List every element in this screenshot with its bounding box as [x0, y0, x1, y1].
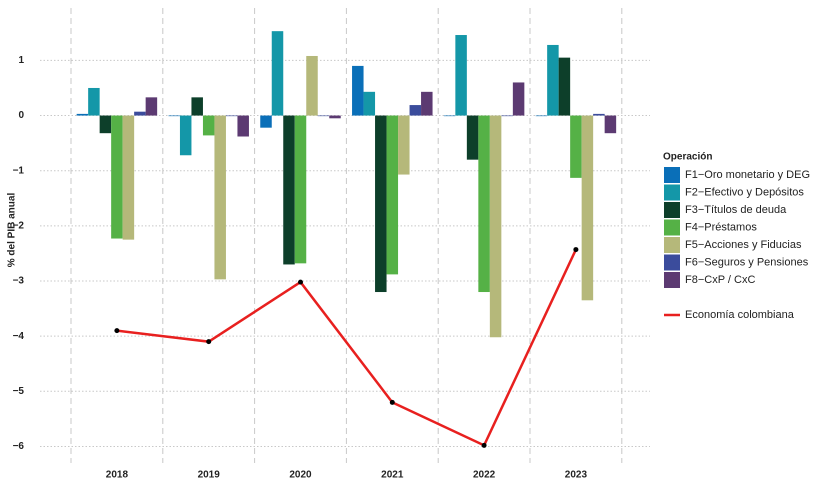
bar	[76, 113, 89, 116]
bar	[271, 31, 284, 116]
x-tick-label: 2022	[473, 470, 496, 481]
legend-label: F6−Seguros y Pensiones	[685, 256, 809, 268]
bar	[306, 55, 318, 116]
line-point	[481, 442, 487, 448]
bar	[512, 82, 525, 116]
legend-swatch	[664, 254, 680, 271]
bar	[99, 115, 112, 134]
legend-label: Economía colombiana	[685, 309, 795, 321]
line	[116, 249, 578, 448]
bar	[409, 105, 422, 116]
bar	[145, 97, 158, 116]
legend-swatch	[664, 237, 680, 253]
legend-swatch	[664, 184, 680, 201]
legend-swatch	[664, 219, 680, 236]
x-tick-label: 2023	[565, 470, 588, 481]
bar	[386, 115, 399, 275]
legend-label: F2−Efectivo y Depósitos	[685, 186, 804, 198]
legend-swatch	[664, 272, 680, 288]
bar	[88, 87, 100, 116]
legend-label: F4−Préstamos	[685, 221, 757, 233]
legend-swatch	[664, 202, 680, 218]
bar	[489, 115, 502, 338]
bar	[547, 44, 559, 116]
legend-label: F1−Oro monetario y DEG	[685, 169, 810, 181]
bar	[122, 115, 135, 240]
y-tick-label: −5	[13, 386, 25, 397]
legend-swatch	[664, 167, 680, 183]
bar	[570, 115, 582, 178]
line-point	[573, 247, 579, 253]
bar	[421, 91, 433, 116]
y-tick-label: 0	[18, 110, 24, 121]
bar	[237, 115, 249, 137]
y-tick-label: −4	[13, 331, 25, 342]
y-axis-title: % del PIB anual	[7, 193, 18, 268]
bar	[443, 115, 456, 117]
bar	[329, 115, 341, 119]
bar	[111, 115, 123, 239]
bar	[317, 115, 330, 117]
legend-label: F5−Acciones y Fiducias	[685, 239, 802, 251]
bar	[466, 115, 479, 160]
bar	[535, 115, 548, 117]
line-point	[389, 399, 395, 405]
bar	[593, 113, 605, 116]
bar	[294, 115, 307, 264]
bar	[283, 115, 295, 265]
bar	[375, 115, 387, 293]
line-point	[206, 339, 212, 345]
x-tick-label: 2021	[381, 470, 404, 481]
x-tick-label: 2018	[106, 470, 129, 481]
line-point	[114, 328, 120, 334]
legend-title: Operación	[663, 152, 712, 163]
bar	[202, 115, 215, 136]
bar	[581, 115, 594, 301]
bar	[225, 115, 238, 117]
x-tick-label: 2019	[198, 470, 221, 481]
x-tick-label: 2020	[289, 470, 312, 481]
y-tick-label: −3	[13, 276, 25, 287]
y-tick-label: 1	[18, 55, 24, 66]
bar	[260, 115, 272, 128]
legend-label: F8−CxP / CxC	[685, 274, 755, 286]
bar	[398, 115, 410, 175]
bar	[363, 91, 376, 116]
bar	[179, 115, 192, 156]
bar	[134, 111, 146, 116]
y-tick-label: −6	[13, 441, 25, 452]
bar	[168, 115, 180, 117]
bar	[455, 35, 467, 116]
bar	[352, 65, 364, 116]
bar	[604, 115, 617, 134]
line-point	[298, 279, 303, 285]
bar	[478, 115, 490, 293]
y-tick-label: −2	[13, 220, 25, 231]
bar	[191, 97, 203, 116]
bar	[214, 115, 226, 280]
bar	[501, 115, 513, 117]
bar	[558, 57, 571, 116]
y-tick-label: −1	[13, 165, 25, 176]
legend-label: F3−Títulos de deuda	[685, 204, 787, 216]
